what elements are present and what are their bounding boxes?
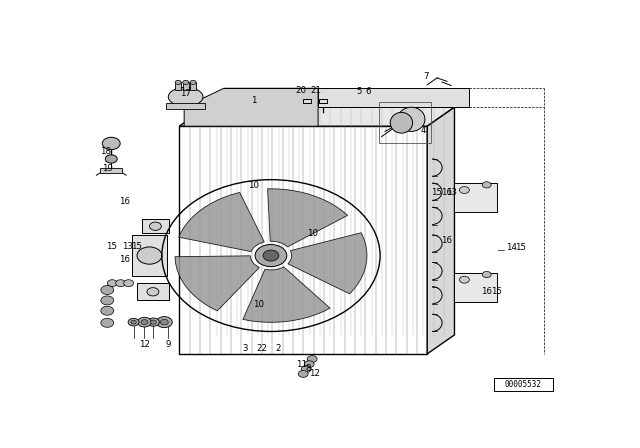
Circle shape xyxy=(307,356,317,362)
Bar xyxy=(454,273,497,302)
Text: 16: 16 xyxy=(481,287,492,296)
Circle shape xyxy=(298,370,308,377)
Circle shape xyxy=(483,271,491,278)
Text: 17: 17 xyxy=(180,89,191,98)
Text: 1: 1 xyxy=(251,96,257,105)
Bar xyxy=(379,102,431,143)
Polygon shape xyxy=(268,189,348,247)
Text: 12: 12 xyxy=(308,369,319,378)
Bar xyxy=(175,82,181,90)
Text: 8: 8 xyxy=(305,364,311,373)
Circle shape xyxy=(141,320,148,324)
Bar xyxy=(100,168,122,173)
Text: 16: 16 xyxy=(119,254,130,263)
Text: 4: 4 xyxy=(421,126,426,135)
Text: 00005532: 00005532 xyxy=(505,380,542,389)
Text: 16: 16 xyxy=(440,188,452,197)
Circle shape xyxy=(128,319,139,326)
Circle shape xyxy=(131,320,136,324)
Polygon shape xyxy=(179,192,264,252)
Bar xyxy=(319,99,327,103)
Polygon shape xyxy=(224,88,469,107)
Circle shape xyxy=(102,137,120,150)
Bar xyxy=(166,103,205,109)
Text: 15: 15 xyxy=(431,188,442,197)
Polygon shape xyxy=(428,107,454,354)
Text: 3: 3 xyxy=(242,344,248,353)
Circle shape xyxy=(116,280,125,287)
Circle shape xyxy=(161,319,168,325)
Circle shape xyxy=(101,296,114,305)
Polygon shape xyxy=(179,107,454,126)
Circle shape xyxy=(124,280,134,287)
Text: 19: 19 xyxy=(102,164,113,173)
Circle shape xyxy=(101,306,114,315)
Circle shape xyxy=(190,80,196,85)
Circle shape xyxy=(460,186,469,194)
Polygon shape xyxy=(175,256,259,311)
Bar xyxy=(142,220,169,233)
Circle shape xyxy=(301,366,311,372)
Bar xyxy=(190,82,196,90)
Circle shape xyxy=(106,155,117,163)
Text: 21: 21 xyxy=(310,86,321,95)
Polygon shape xyxy=(184,88,318,126)
Text: 16: 16 xyxy=(440,236,452,245)
Circle shape xyxy=(483,182,491,188)
Circle shape xyxy=(156,317,172,327)
Text: 13: 13 xyxy=(122,242,133,251)
Circle shape xyxy=(101,285,114,294)
Text: 12: 12 xyxy=(140,340,150,349)
Bar xyxy=(137,283,169,301)
Polygon shape xyxy=(288,233,367,294)
Bar xyxy=(454,183,497,212)
Text: 15: 15 xyxy=(491,287,502,296)
Circle shape xyxy=(150,222,161,230)
Circle shape xyxy=(460,276,469,283)
Text: 10: 10 xyxy=(307,228,317,237)
Circle shape xyxy=(108,280,117,287)
Circle shape xyxy=(263,250,279,261)
Ellipse shape xyxy=(390,112,413,133)
Circle shape xyxy=(150,320,156,324)
Text: 7: 7 xyxy=(424,72,429,81)
Text: 16: 16 xyxy=(119,197,130,206)
Text: 15: 15 xyxy=(106,242,116,251)
Circle shape xyxy=(101,319,114,327)
Text: 22: 22 xyxy=(257,344,268,353)
Circle shape xyxy=(255,245,287,267)
Circle shape xyxy=(147,318,159,326)
Text: 5: 5 xyxy=(356,86,362,95)
Text: 9: 9 xyxy=(166,340,171,349)
Text: 10: 10 xyxy=(248,181,259,190)
Text: 14: 14 xyxy=(506,243,517,253)
Bar xyxy=(179,126,428,354)
Text: 13: 13 xyxy=(447,188,458,197)
Circle shape xyxy=(175,80,181,85)
Circle shape xyxy=(304,361,314,368)
Text: 15: 15 xyxy=(515,243,526,253)
Bar xyxy=(182,82,189,90)
Polygon shape xyxy=(243,267,330,322)
Bar xyxy=(303,99,311,103)
Text: 20: 20 xyxy=(295,86,306,95)
Ellipse shape xyxy=(168,87,203,106)
Text: 15: 15 xyxy=(131,242,141,251)
Text: 11: 11 xyxy=(296,360,307,369)
Bar xyxy=(132,235,167,276)
Circle shape xyxy=(138,317,152,327)
Text: 6: 6 xyxy=(365,86,371,95)
Bar xyxy=(494,378,553,391)
Text: 10: 10 xyxy=(253,301,264,310)
Text: 2: 2 xyxy=(276,344,281,353)
Ellipse shape xyxy=(397,107,425,131)
Text: 18: 18 xyxy=(100,146,111,155)
Circle shape xyxy=(137,247,162,264)
Circle shape xyxy=(147,288,159,296)
Circle shape xyxy=(182,80,189,85)
